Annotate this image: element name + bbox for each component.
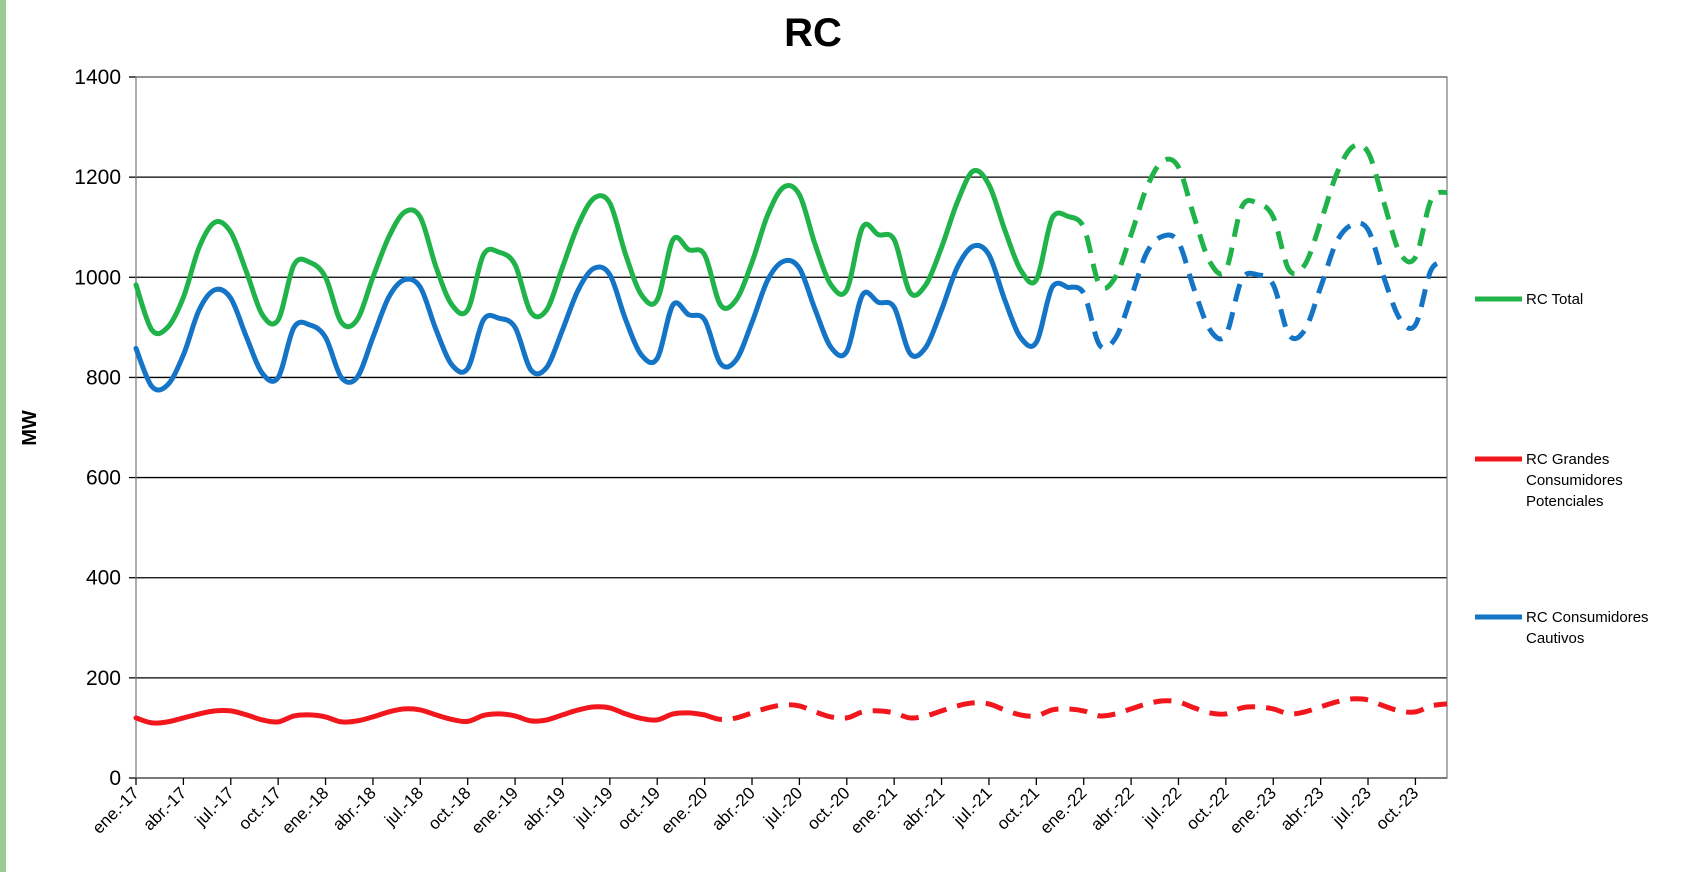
y-tick-labels: 0 200 400 600 800 1000 1200 1400 — [74, 66, 121, 790]
series-line-cautivos-projected — [1067, 220, 1449, 351]
x-tick-label: oct.-22 — [1183, 783, 1233, 833]
y-tick-label: 800 — [86, 366, 121, 389]
x-tick-label: oct.-17 — [235, 783, 285, 833]
x-tick-label: abr.-17 — [139, 783, 190, 834]
x-tick-label: ene.-19 — [468, 783, 522, 837]
gridlines — [129, 76, 1447, 779]
x-tick-label: jul.-21 — [949, 783, 996, 830]
legend-label-cautivos: RC Consumidores Cautivos — [1526, 609, 1653, 647]
left-accent-bar — [0, 0, 6, 872]
x-tick-label: jul.-18 — [380, 783, 427, 830]
legend-label-cautivos-line-1: RC Consumidores — [1526, 609, 1649, 626]
y-tick-label: 1200 — [74, 166, 121, 189]
x-tick-label: ene.-22 — [1036, 783, 1090, 837]
legend-label-grandes-line-3: Potenciales — [1526, 493, 1604, 510]
x-tick-label: jul.-17 — [191, 783, 238, 830]
x-tick-label: ene.-21 — [847, 783, 901, 837]
x-tick-label: oct.-23 — [1372, 783, 1422, 833]
x-tick-label: jul.-20 — [759, 783, 806, 830]
x-tick-label: abr.-18 — [329, 783, 380, 834]
x-tick-label: oct.-20 — [803, 783, 853, 833]
x-tick-label: ene.-20 — [657, 783, 711, 837]
y-axis-label: MW — [19, 410, 41, 446]
plot-frame — [135, 76, 1448, 779]
y-tick-label: 200 — [86, 667, 121, 690]
series-line-grandes-actual — [133, 704, 708, 726]
y-tick-label: 400 — [86, 567, 121, 590]
series-lines — [133, 142, 1449, 726]
series-line-grandes-projected — [703, 696, 1448, 723]
legend-label-grandes-line-2: Consumidores — [1526, 472, 1623, 489]
legend-item-grandes: RC Grandes Consumidores Potenciales — [1475, 451, 1627, 510]
x-tick-label: abr.-21 — [898, 783, 949, 834]
y-tick-label: 600 — [86, 467, 121, 490]
x-tick-label: oct.-21 — [993, 783, 1043, 833]
x-tick-label: jul.-23 — [1328, 783, 1375, 830]
legend-item-total: RC Total — [1475, 291, 1583, 308]
x-tick-label: jul.-22 — [1138, 783, 1185, 830]
x-tick-label: abr.-19 — [518, 783, 569, 834]
chart-title: RC — [784, 11, 842, 55]
x-tick-label: abr.-22 — [1087, 783, 1138, 834]
series-line-cautivos-actual — [133, 242, 1071, 393]
x-tick-label: oct.-19 — [614, 783, 664, 833]
legend-label-grandes: RC Grandes Consumidores Potenciales — [1526, 451, 1627, 510]
x-tick-label: abr.-20 — [708, 783, 759, 834]
legend: RC Total RC Grandes Consumidores Potenci… — [1475, 291, 1653, 647]
y-tick-label: 0 — [109, 767, 121, 790]
y-tick-label: 1400 — [74, 66, 121, 89]
x-tick-label: ene.-18 — [278, 783, 332, 837]
legend-label-cautivos-line-2: Cautivos — [1526, 630, 1584, 647]
x-tick-label: oct.-18 — [424, 783, 474, 833]
x-tick-label: ene.-17 — [89, 783, 143, 837]
series-line-total-projected — [1066, 142, 1449, 291]
x-tick-label: ene.-23 — [1226, 783, 1280, 837]
x-tick-label: abr.-23 — [1277, 783, 1328, 834]
y-tick-label: 1000 — [74, 266, 121, 289]
x-tick-label: jul.-19 — [570, 783, 617, 830]
legend-label-total: RC Total — [1526, 291, 1583, 308]
legend-label-grandes-line-1: RC Grandes — [1526, 451, 1609, 468]
legend-item-cautivos: RC Consumidores Cautivos — [1475, 609, 1653, 647]
series-line-total-actual — [133, 167, 1071, 337]
